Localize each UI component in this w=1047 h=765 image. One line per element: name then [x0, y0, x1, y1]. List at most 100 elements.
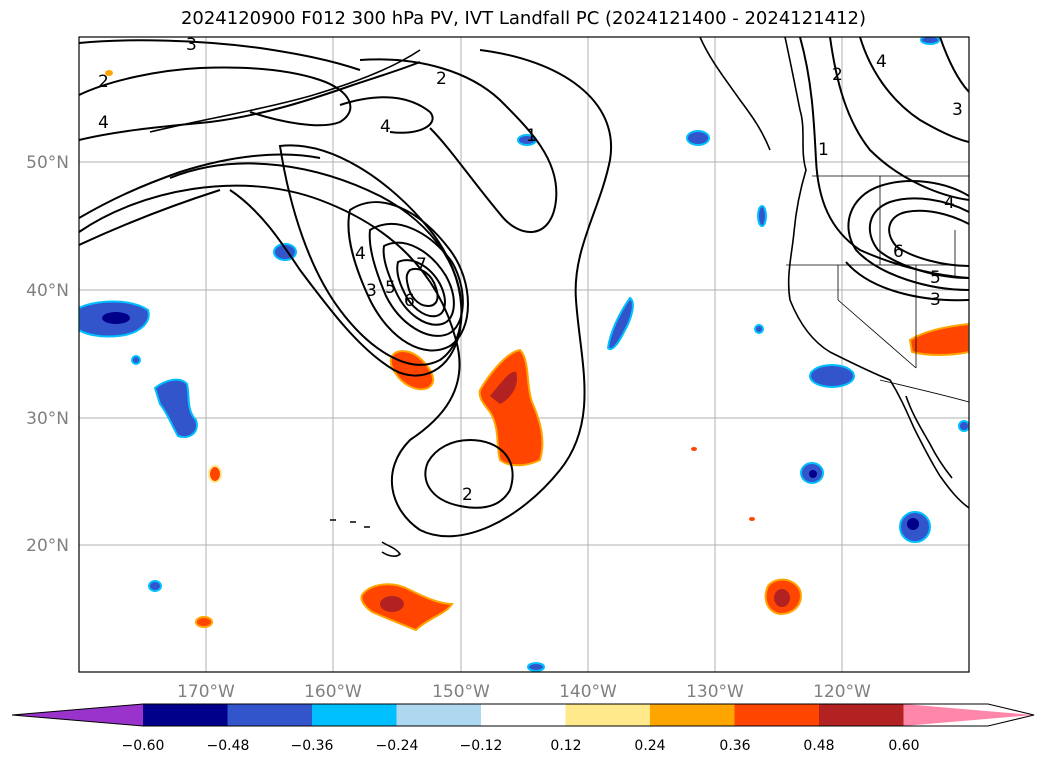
pos-blob-small-5 [105, 70, 113, 76]
colorbar-tick-label: 0.48 [803, 738, 834, 754]
lat-label-30n: 30°N [26, 409, 69, 429]
colorbar-segment [227, 704, 313, 726]
neg-blob-streak [606, 296, 634, 350]
contour-label: 3 [930, 290, 941, 310]
lon-label-120w: 120°W [813, 682, 871, 702]
lon-label-160w: 160°W [304, 682, 362, 702]
colorbar-outline [11, 703, 1035, 727]
aleutians [149, 49, 421, 133]
colorbar: −0.60 −0.48 −0.36 −0.24 −0.12 0.12 0.24 … [11, 703, 1035, 754]
neg-blob-small-5 [920, 37, 940, 45]
lon-label-170w: 170°W [177, 682, 235, 702]
colorbar-tick-label: −0.24 [376, 738, 419, 754]
contour-label: 2 [98, 72, 109, 92]
neg-blob-small-6 [148, 580, 162, 592]
lon-label-140w: 140°W [559, 682, 617, 702]
contour-label: 6 [893, 242, 904, 262]
pv-contour-ring-1 [278, 144, 463, 366]
contour-label: 3 [366, 281, 377, 301]
colorbar-tick-label: −0.36 [291, 738, 334, 754]
pv-contour-trough-outer [79, 49, 613, 538]
pv-contour-trough-mid [169, 162, 463, 377]
pv-contour-nw-5 [79, 189, 221, 246]
colorbar-segment [396, 704, 482, 726]
neg-core-east-1 [809, 470, 817, 478]
colorbar-ticks: −0.60 −0.48 −0.36 −0.24 −0.12 0.12 0.24 … [122, 738, 920, 754]
colorbar-tick-label: 0.12 [550, 738, 581, 754]
lon-label-130w: 130°W [686, 682, 744, 702]
colorbar-segment [312, 704, 397, 726]
colorbar-segment [734, 704, 820, 726]
pos-blob-small-2 [195, 616, 213, 628]
lon-label-150w: 150°W [432, 682, 490, 702]
colorbar-tick-label: −0.48 [207, 738, 250, 754]
pv-contour-ring-4 [382, 241, 455, 326]
contour-labels: 3 2 4 2 4 1 2 4 3 1 4 6 5 3 4 3 5 6 7 2 [98, 35, 963, 505]
contour-label: 1 [818, 140, 829, 160]
graticule [79, 37, 969, 672]
contour-label: 3 [186, 35, 197, 55]
map-title: 2024120900 F012 300 hPa PV, IVT Landfall… [180, 8, 867, 29]
neg-blob-small-7 [527, 662, 545, 672]
neg-blob-california [809, 364, 855, 388]
neg-blob-central-pacific [153, 378, 198, 438]
contour-label: 4 [98, 113, 109, 133]
colorbar-segment [819, 704, 904, 726]
colorbar-segment [565, 704, 651, 726]
baja-peninsula [905, 395, 953, 479]
contour-label: 2 [462, 485, 473, 505]
latitude-labels: 50°N 40°N 30°N 20°N [26, 153, 69, 556]
contour-label: 4 [380, 117, 391, 137]
political-borders [786, 175, 969, 403]
hawaii [381, 541, 402, 557]
lat-label-20n: 20°N [26, 536, 69, 556]
pv-contour-nw-2 [79, 66, 352, 127]
pv-contour-ring-3 [368, 223, 464, 337]
colorbar-tick-label: 0.36 [719, 738, 750, 754]
pv-contours [79, 37, 969, 538]
pos-blob-3 [360, 583, 454, 632]
pos-blob-5 [908, 322, 969, 356]
colorbar-tick-label: −0.12 [460, 738, 503, 754]
contour-label: 5 [385, 278, 396, 298]
pos-core-2 [490, 371, 518, 404]
north-america-coast [784, 37, 969, 509]
contour-label: 7 [416, 255, 427, 275]
colorbar-tick-label: 0.60 [888, 738, 919, 754]
pos-core-4 [774, 589, 790, 607]
contour-label: 2 [436, 69, 447, 89]
pv-contour-nw-3 [79, 61, 421, 141]
map-frame [78, 36, 970, 673]
pv-contour-nw-1 [79, 39, 361, 71]
neg-blob-small-3 [686, 130, 710, 146]
contour-label: 4 [944, 193, 955, 213]
pv-contour-nw-4 [79, 153, 321, 219]
pv-contour-east-2 [829, 37, 969, 201]
colorbar-segments [12, 704, 1034, 726]
contour-label: 6 [404, 291, 415, 311]
colorbar-tick-label: −0.60 [122, 738, 165, 754]
pv-contour-east-ring-1 [847, 180, 969, 291]
colorbar-segment [143, 704, 228, 726]
pv-contour-ridge-outer [359, 58, 558, 234]
pv-contour-east-ring-2 [869, 197, 969, 279]
neg-core-west [102, 312, 130, 324]
alaska-panhandle [699, 37, 771, 151]
neg-blob-small-4 [757, 205, 767, 227]
pv-contour-east-ring-4 [845, 261, 969, 302]
hawaii-west [330, 519, 370, 528]
longitude-labels: 170°W 160°W 150°W 140°W 130°W 120°W [177, 682, 871, 702]
contour-label: 1 [526, 126, 537, 146]
pos-blob-small-1 [208, 465, 222, 483]
pv-contour-ring-5 [396, 259, 446, 318]
neg-blob-small-8 [958, 420, 969, 432]
map-area: 3 2 4 2 4 1 2 4 3 1 4 6 5 3 4 3 5 6 7 2 [79, 35, 969, 672]
contour-label: 4 [355, 244, 366, 264]
positive-ivt-shading [105, 70, 969, 632]
pv-contour-east-ring-3 [888, 209, 969, 267]
colorbar-extend-left [12, 704, 143, 726]
colorbar-segment [481, 704, 566, 726]
neg-blob-small-10 [131, 355, 141, 365]
pos-blob-small-3 [691, 447, 697, 451]
pv-contour-east-4 [939, 37, 969, 93]
